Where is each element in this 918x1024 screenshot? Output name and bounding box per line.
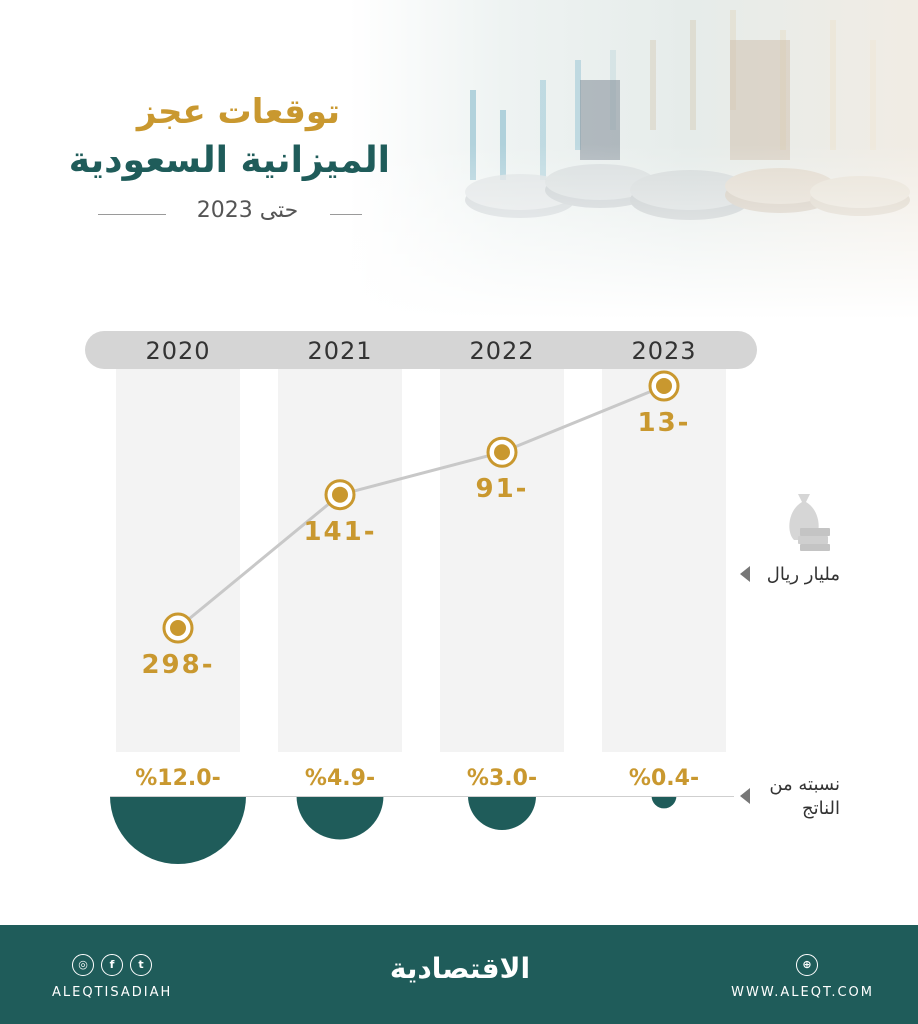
year-label-2023: 2023 — [631, 337, 697, 365]
gdp-share-circle-2023 — [651, 796, 677, 809]
series-line — [177, 384, 665, 630]
column-2023 — [602, 369, 726, 752]
title-line-1: توقعات عجز — [136, 92, 340, 132]
brand-logo-text: الاقتصادية — [389, 952, 531, 985]
facebook-icon[interactable]: f — [101, 954, 123, 976]
money-bag-icon — [789, 494, 830, 551]
gdp-arrow-icon — [740, 788, 750, 804]
amount-unit-label: مليار ريال — [766, 564, 840, 585]
subtitle: حتى 2023 — [196, 198, 299, 223]
instagram-icon[interactable]: ◎ — [72, 954, 94, 976]
hero-fade-overlay — [0, 0, 918, 320]
column-2020 — [116, 369, 240, 752]
gdp-label-2023: %0.4- — [628, 766, 700, 791]
data-point-2020 — [162, 612, 194, 644]
gdp-share-circle-2020 — [110, 796, 246, 864]
gdp-share-circle-2022 — [468, 796, 536, 830]
subtitle-rule-right — [330, 214, 362, 215]
gdp-label-2021: %4.9- — [304, 766, 376, 791]
gdp-share-circle-2021 — [296, 796, 384, 840]
deficit-chart — [110, 370, 680, 864]
globe-icon[interactable]: ⊕ — [796, 954, 818, 976]
year-label-2020: 2020 — [145, 337, 211, 365]
column-2022 — [440, 369, 564, 752]
data-point-2023 — [648, 370, 680, 402]
year-label-2021: 2021 — [307, 337, 373, 365]
gdp-share-label-line2: الناتج — [801, 798, 840, 819]
data-point-2021 — [324, 479, 356, 511]
social-handle[interactable]: ALEQTISADIAH — [52, 985, 173, 1000]
data-label-2022: 91- — [475, 474, 529, 505]
data-label-2023: 13- — [637, 408, 691, 438]
hero-banner — [0, 0, 918, 320]
year-header-bar — [85, 331, 757, 369]
gdp-share-label-line1: نسبته من — [769, 774, 840, 795]
website-link[interactable]: WWW.ALEQT.COM — [731, 985, 874, 1000]
data-label-2021: 141- — [303, 516, 377, 547]
data-label-2020: 298- — [141, 650, 215, 680]
gdp-baseline — [110, 796, 734, 797]
data-point-2022 — [486, 436, 518, 468]
footer-bar — [0, 925, 918, 1024]
column-2021 — [278, 369, 402, 752]
year-label-2022: 2022 — [469, 337, 535, 365]
twitter-icon[interactable]: t — [130, 954, 152, 976]
amount-arrow-icon — [740, 566, 750, 582]
title-line-2: الميزانية السعودية — [68, 140, 390, 181]
gdp-label-2020: %12.0- — [135, 766, 221, 791]
subtitle-rule-left — [98, 214, 166, 215]
gdp-label-2022: %3.0- — [466, 766, 538, 791]
